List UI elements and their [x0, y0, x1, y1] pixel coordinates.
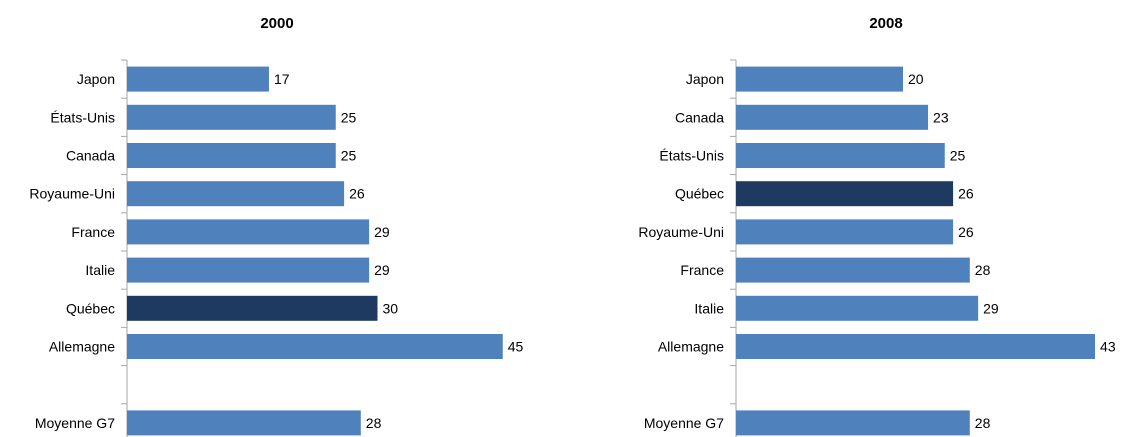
- bar-moyenne-g7: [736, 410, 970, 436]
- bar-allemagne: [127, 334, 503, 359]
- bar-japon: [127, 66, 269, 92]
- bar-etats-unis: [736, 143, 945, 168]
- bar-royaume-uni: [736, 219, 954, 245]
- value-label-moyenne-g7: 28: [975, 415, 991, 431]
- chart-2000: 2000 Japon 17 États-Unis 25 Canada 25 Royaume-…: [29, 15, 524, 437]
- bar-quebec: [127, 295, 378, 321]
- value-label-moyenne-g7: 28: [366, 415, 382, 431]
- category-label-moyenne-g7: Moyenne G7: [644, 415, 724, 431]
- value-label-france: 28: [975, 262, 991, 278]
- value-label-royaume-uni: 26: [349, 186, 365, 202]
- chart-2008: 2008 Japon 20 Canada 23 États-Unis 25 Québec 26…: [638, 15, 1116, 437]
- bar-italie: [127, 257, 370, 283]
- category-label-etats-unis: États-Unis: [659, 148, 724, 164]
- category-label-royaume-uni: Royaume-Uni: [29, 186, 115, 202]
- category-label-quebec: Québec: [675, 186, 724, 202]
- value-label-france: 29: [374, 224, 390, 240]
- bar-royaume-uni: [127, 181, 345, 207]
- bar-france: [736, 257, 970, 283]
- value-label-allemagne: 45: [508, 339, 524, 355]
- value-label-canada: 25: [341, 148, 357, 164]
- category-label-quebec: Québec: [66, 300, 115, 316]
- value-label-italie: 29: [374, 262, 390, 278]
- category-label-allemagne: Allemagne: [49, 339, 115, 355]
- value-label-japon: 20: [908, 71, 924, 87]
- bar-france: [127, 219, 370, 245]
- chart-title-2000: 2000: [260, 15, 293, 32]
- value-label-etats-unis: 25: [950, 148, 966, 164]
- category-label-etats-unis: États-Unis: [50, 109, 115, 125]
- bar-allemagne: [736, 334, 1096, 359]
- value-label-quebec: 30: [383, 300, 399, 316]
- bar-etats-unis: [127, 104, 336, 130]
- category-label-italie: Italie: [85, 262, 115, 278]
- value-label-canada: 23: [933, 109, 949, 125]
- category-label-royaume-uni: Royaume-Uni: [638, 224, 724, 240]
- category-label-japon: Japon: [77, 71, 115, 87]
- category-label-france: France: [680, 262, 724, 278]
- value-label-royaume-uni: 26: [958, 224, 974, 240]
- chart-title-2008: 2008: [869, 15, 902, 32]
- bar-moyenne-g7: [127, 410, 361, 436]
- value-label-italie: 29: [983, 300, 999, 316]
- category-label-moyenne-g7: Moyenne G7: [35, 415, 115, 431]
- bar-canada: [127, 143, 336, 168]
- category-label-canada: Canada: [675, 109, 724, 125]
- value-label-allemagne: 43: [1100, 339, 1116, 355]
- category-label-italie: Italie: [694, 300, 724, 316]
- category-label-allemagne: Allemagne: [658, 339, 724, 355]
- bar-quebec: [736, 181, 954, 207]
- category-label-france: France: [71, 224, 115, 240]
- bar-canada: [736, 104, 929, 130]
- value-label-quebec: 26: [958, 186, 974, 202]
- category-label-canada: Canada: [66, 148, 115, 164]
- bar-italie: [736, 295, 979, 321]
- value-label-etats-unis: 25: [341, 109, 357, 125]
- bar-japon: [736, 66, 903, 92]
- category-label-japon: Japon: [686, 71, 724, 87]
- value-label-japon: 17: [274, 71, 290, 87]
